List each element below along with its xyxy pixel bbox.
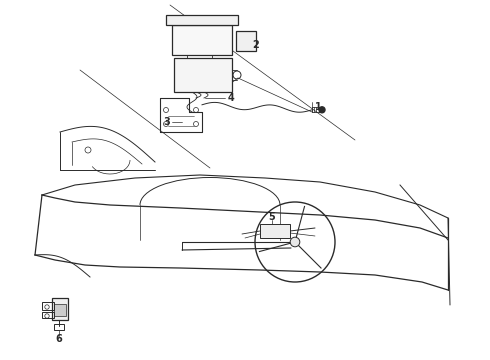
Text: 3: 3: [163, 117, 170, 127]
Text: 6: 6: [56, 334, 62, 344]
Circle shape: [319, 107, 325, 113]
Text: 1: 1: [315, 102, 322, 112]
Text: 5: 5: [269, 212, 275, 222]
Bar: [42, 302, 54, 310]
Circle shape: [290, 237, 300, 247]
Bar: [236, 31, 256, 51]
Bar: [172, 25, 232, 55]
Bar: [54, 324, 64, 330]
Bar: [174, 58, 232, 92]
Bar: [52, 298, 68, 320]
Text: 4: 4: [228, 93, 235, 103]
Text: 2: 2: [252, 40, 259, 50]
Bar: [260, 224, 290, 238]
Bar: [54, 304, 66, 316]
Bar: [42, 312, 54, 318]
Polygon shape: [166, 15, 238, 25]
